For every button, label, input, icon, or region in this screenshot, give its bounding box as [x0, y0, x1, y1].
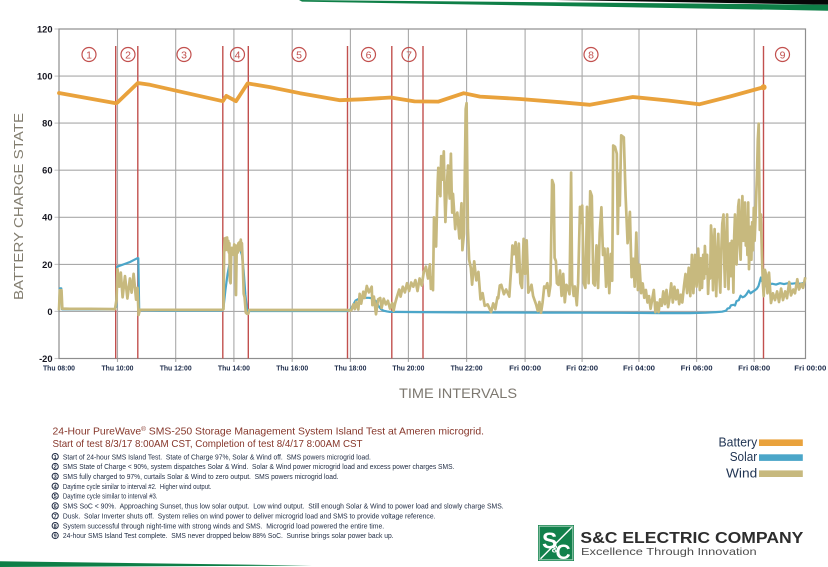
- svg-text:7: 7: [406, 49, 412, 61]
- svg-text:8: 8: [588, 49, 594, 61]
- svg-text:100: 100: [37, 72, 53, 82]
- svg-text:Battery: Battery: [719, 434, 758, 449]
- svg-text:120: 120: [37, 24, 53, 34]
- svg-text:SMS SoC < 90%. Approaching Su: SMS SoC < 90%. Approaching Sunset, thus …: [63, 504, 504, 511]
- svg-text:7: 7: [54, 514, 57, 520]
- svg-text:Fri 00:00: Fri 00:00: [509, 364, 541, 373]
- svg-text:Solar: Solar: [730, 449, 758, 464]
- svg-text:5: 5: [296, 49, 302, 61]
- svg-text:80: 80: [42, 119, 52, 129]
- svg-text:Fri 08:00: Fri 08:00: [738, 364, 770, 373]
- svg-text:BATTERY CHARGE STATE: BATTERY CHARGE STATE: [11, 113, 26, 300]
- svg-text:S&C ELECTRIC COMPANY: S&C ELECTRIC COMPANY: [580, 530, 804, 547]
- svg-text:6: 6: [54, 504, 57, 510]
- svg-text:TIME INTERVALS: TIME INTERVALS: [399, 385, 517, 401]
- svg-text:Thu 12:00: Thu 12:00: [160, 364, 192, 373]
- svg-text:9: 9: [54, 534, 57, 540]
- svg-text:4: 4: [54, 484, 58, 490]
- svg-text:Fri 04:00: Fri 04:00: [623, 364, 655, 373]
- svg-text:20: 20: [42, 260, 52, 270]
- svg-text:SMS State of Charge < 90%, sys: SMS State of Charge < 90%, system dispat…: [63, 464, 455, 471]
- svg-text:4: 4: [235, 49, 241, 61]
- svg-text:6: 6: [366, 49, 372, 61]
- svg-text:5: 5: [54, 494, 57, 500]
- svg-text:9: 9: [780, 49, 786, 61]
- svg-text:Thu 10:00: Thu 10:00: [102, 364, 134, 373]
- svg-text:8: 8: [54, 524, 57, 530]
- svg-text:1: 1: [54, 455, 57, 461]
- svg-text:Fri 00:00: Fri 00:00: [794, 364, 826, 373]
- svg-text:Daytime cycle similar to inter: Daytime cycle similar to interval #2. Hi…: [63, 484, 212, 491]
- svg-text:Start of test 8/3/17 8:00AM CS: Start of test 8/3/17 8:00AM CST, Complet…: [53, 439, 363, 450]
- svg-text:Daytime cycle similar to inter: Daytime cycle similar to interval #3.: [63, 494, 158, 501]
- svg-text:SMS fully charged to 97%, curt: SMS fully charged to 97%, curtails Solar…: [63, 474, 339, 481]
- svg-text:Thu 14:00: Thu 14:00: [218, 364, 250, 373]
- svg-text:24-Hour PureWave® SMS-250 Stor: 24-Hour PureWave ® SMS-250 Storage Manage…: [53, 425, 485, 437]
- svg-text:Wind: Wind: [726, 465, 757, 480]
- svg-text:3: 3: [54, 475, 57, 481]
- svg-text:Thu 08:00: Thu 08:00: [43, 364, 75, 373]
- svg-text:C: C: [556, 541, 571, 564]
- svg-text:60: 60: [42, 166, 52, 176]
- svg-text:S: S: [542, 528, 557, 554]
- svg-text:Thu 18:00: Thu 18:00: [334, 364, 366, 373]
- svg-text:Thu 22:00: Thu 22:00: [451, 364, 483, 373]
- svg-text:1: 1: [86, 49, 92, 61]
- svg-text:Thu 16:00: Thu 16:00: [276, 364, 308, 373]
- svg-text:3: 3: [181, 49, 187, 61]
- svg-text:2: 2: [125, 49, 131, 61]
- svg-text:Fri 02:00: Fri 02:00: [566, 364, 598, 373]
- svg-text:Excellence Through Innovation: Excellence Through Innovation: [581, 547, 757, 558]
- svg-text:2: 2: [54, 465, 57, 471]
- svg-text:System successful through nigh: System successful through night-time wit…: [63, 523, 384, 530]
- svg-text:-20: -20: [39, 354, 52, 364]
- svg-text:Dusk. Solar Inverter shuts of: Dusk. Solar Inverter shuts off. System r…: [63, 514, 436, 521]
- svg-text:24-hour SMS Island Test comple: 24-hour SMS Island Test complete. SMS ne…: [63, 533, 394, 540]
- svg-text:0: 0: [47, 307, 52, 317]
- svg-text:&: &: [552, 544, 560, 556]
- svg-text:40: 40: [42, 213, 52, 223]
- svg-text:Thu 20:00: Thu 20:00: [392, 364, 424, 373]
- svg-text:Start of 24-hour SMS Island Te: Start of 24-hour SMS Island Test. State …: [63, 454, 371, 461]
- svg-text:Fri 06:00: Fri 06:00: [681, 364, 713, 373]
